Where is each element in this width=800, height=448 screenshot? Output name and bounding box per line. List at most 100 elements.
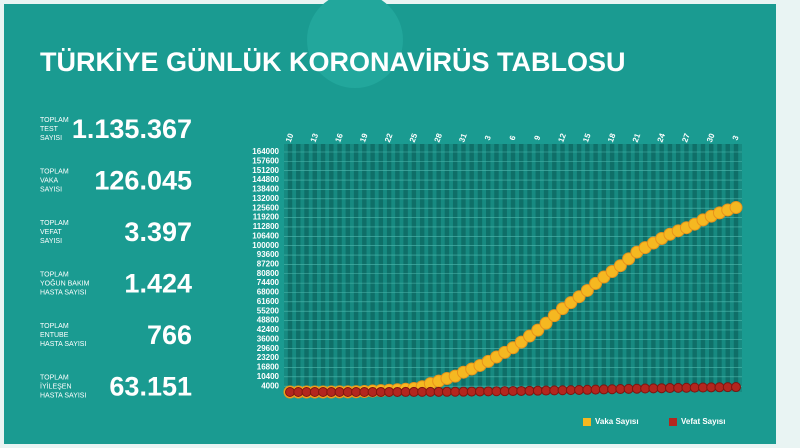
data-point: [648, 383, 659, 394]
data-point: [580, 283, 594, 297]
stat-label: TOPLAM: [40, 220, 69, 227]
stat-label: ENTUBE: [40, 332, 69, 339]
stat-label: TOPLAM: [40, 117, 69, 124]
data-point: [532, 385, 543, 396]
stat-value: 766: [147, 320, 192, 350]
y-tick-label: 61600: [257, 297, 280, 306]
stat-label: SAYISI: [40, 186, 62, 193]
data-point: [516, 385, 527, 396]
data-point: [539, 316, 553, 330]
x-tick-label: 31: [457, 132, 469, 144]
data-point: [326, 387, 337, 397]
day-stripe: [486, 144, 491, 392]
data-point: [531, 323, 545, 337]
day-stripe: [452, 144, 458, 392]
legend-swatch: [583, 418, 591, 426]
day-stripe: [296, 144, 301, 392]
data-point: [640, 383, 651, 394]
data-point: [342, 386, 353, 397]
day-stripe: [626, 144, 631, 392]
day-stripe: [419, 144, 425, 392]
x-tick-label: 22: [383, 132, 395, 144]
y-tick-label: 4000: [261, 381, 279, 390]
data-point: [631, 383, 642, 394]
day-stripe: [535, 144, 540, 392]
stat-label: VEFAT: [40, 229, 62, 236]
day-stripe: [519, 144, 524, 392]
data-point: [466, 386, 477, 397]
y-tick-label: 100000: [252, 241, 279, 250]
x-tick-label: 24: [656, 132, 668, 144]
day-stripe: [585, 144, 590, 392]
y-tick-label: 151200: [252, 166, 279, 175]
day-stripe: [709, 144, 714, 392]
data-point: [615, 384, 626, 395]
data-point: [408, 386, 419, 397]
stat-value: 63.151: [109, 372, 192, 402]
day-stripe: [444, 144, 450, 392]
data-point: [367, 386, 378, 397]
data-point: [607, 384, 618, 395]
day-stripe: [428, 144, 433, 392]
data-point: [458, 386, 469, 397]
data-point: [574, 384, 585, 395]
data-point: [309, 387, 320, 397]
data-point: [392, 386, 403, 397]
day-stripe: [576, 144, 582, 392]
data-point: [714, 382, 725, 393]
day-stripe: [502, 144, 507, 392]
data-point: [508, 386, 518, 397]
data-point: [359, 386, 370, 397]
data-point: [582, 384, 593, 395]
stat-label: TOPLAM: [40, 374, 69, 381]
data-point: [656, 383, 667, 394]
data-point: [729, 201, 743, 215]
day-stripe: [510, 144, 516, 392]
data-point: [731, 382, 741, 393]
stat-label: SAYISI: [40, 238, 62, 245]
day-stripe: [543, 144, 549, 392]
day-stripe: [436, 144, 441, 392]
day-stripe: [527, 144, 532, 392]
stat-label: TOPLAM: [40, 271, 69, 278]
data-point: [285, 387, 295, 397]
data-point: [549, 385, 560, 396]
y-tick-label: 125600: [252, 203, 279, 212]
stat-value: 126.045: [94, 166, 192, 196]
day-stripe: [642, 144, 648, 392]
data-point: [425, 386, 436, 397]
day-stripe: [593, 144, 598, 392]
day-stripe: [700, 144, 706, 392]
y-tick-label: 157600: [252, 156, 279, 165]
y-tick-label: 16800: [257, 363, 280, 372]
y-tick-label: 106400: [252, 231, 279, 240]
stat-value: 1.135.367: [72, 114, 192, 144]
y-tick-label: 164000: [252, 147, 279, 156]
data-point: [681, 382, 692, 393]
x-tick-label: 3: [731, 134, 741, 142]
data-point: [541, 385, 552, 396]
data-point: [598, 384, 609, 395]
day-stripe: [320, 144, 326, 392]
day-stripe: [378, 144, 384, 392]
data-point: [351, 386, 362, 397]
data-point: [557, 385, 568, 396]
x-tick-label: 9: [532, 134, 542, 142]
day-stripe: [370, 144, 375, 392]
stat-label: YOĞUN BAKIM: [40, 278, 90, 287]
x-tick-label: 30: [705, 132, 717, 144]
day-stripe: [568, 144, 574, 392]
day-stripe: [651, 144, 656, 392]
stat-label: SAYISI: [40, 135, 62, 142]
data-point: [623, 383, 634, 394]
day-stripe: [386, 144, 392, 392]
y-tick-label: 87200: [257, 259, 280, 268]
stat-label: HASTA SAYISI: [40, 341, 86, 348]
y-tick-label: 112800: [253, 222, 280, 231]
day-stripe: [684, 144, 689, 392]
data-point: [697, 382, 708, 393]
data-point: [417, 386, 428, 397]
data-point: [441, 386, 452, 397]
data-point: [565, 385, 576, 396]
x-tick-label: 3: [483, 134, 493, 142]
